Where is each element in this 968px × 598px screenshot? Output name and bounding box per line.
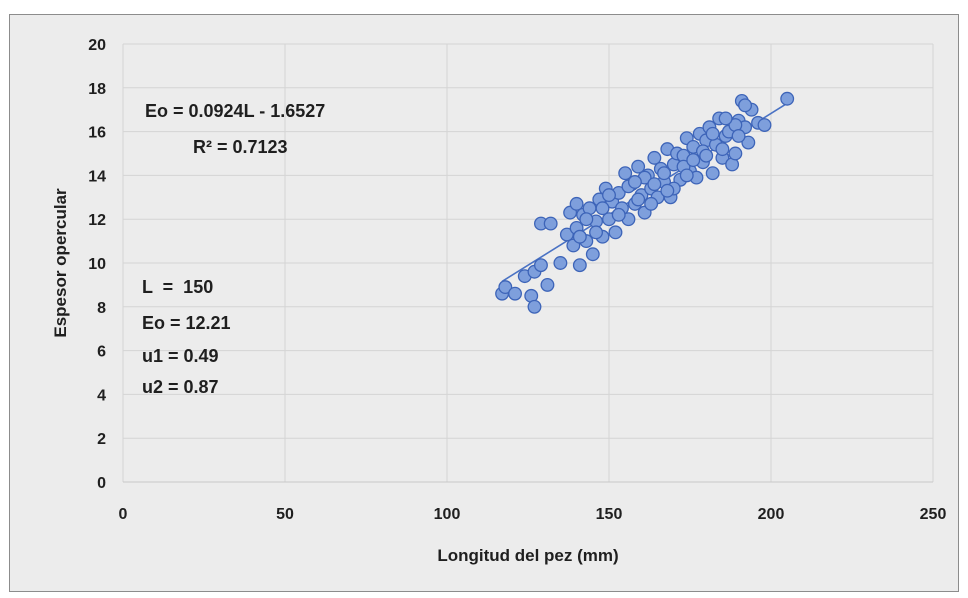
data-point [559, 227, 574, 242]
data-point [572, 258, 587, 273]
data-point [608, 225, 623, 240]
data-point [631, 192, 646, 207]
data-point [686, 153, 701, 168]
data-point [631, 159, 646, 174]
r-squared-label: R² = 0.7123 [193, 137, 288, 157]
data-point [644, 196, 659, 211]
data-point [647, 150, 662, 165]
x-tick-label: 100 [434, 506, 461, 523]
y-tick-label: 18 [88, 81, 106, 98]
data-point [602, 188, 616, 203]
y-tick-label: 2 [97, 431, 106, 448]
data-point [540, 277, 555, 292]
y-tick-label: 10 [88, 256, 106, 273]
data-point [627, 175, 642, 189]
x-tick-label: 50 [276, 506, 294, 523]
annotation-length: L = 150 [142, 277, 213, 297]
data-point [715, 142, 730, 157]
annotation-u1: u1 = 0.49 [142, 346, 219, 366]
data-point [699, 148, 714, 163]
data-point [731, 129, 746, 143]
y-tick-label: 6 [97, 344, 106, 361]
data-point [718, 111, 733, 126]
data-point [705, 166, 720, 181]
data-point [780, 91, 795, 106]
data-point [585, 247, 600, 262]
data-point [595, 201, 610, 216]
data-point [508, 286, 522, 301]
data-point [660, 183, 675, 198]
y-tick-label: 0 [97, 475, 106, 492]
data-point [738, 98, 753, 113]
gridlines [122, 43, 934, 482]
y-axis-title: Espesor opercular [51, 188, 70, 338]
x-tick-label: 150 [596, 506, 623, 523]
x-tick-label: 200 [758, 506, 785, 523]
y-tick-label: 20 [88, 37, 106, 54]
data-point [757, 118, 772, 132]
data-point [741, 135, 756, 150]
data-point [647, 177, 662, 192]
data-point [543, 216, 558, 231]
annotation-u2: u2 = 0.87 [142, 377, 219, 397]
data-point [527, 299, 542, 314]
data-point [534, 258, 548, 273]
data-point [589, 225, 603, 240]
y-tick-label: 12 [88, 212, 106, 229]
data-point [618, 166, 633, 181]
y-tick-label: 8 [97, 300, 106, 317]
y-tick-label: 14 [88, 168, 106, 185]
chart-frame [9, 14, 959, 592]
y-tick-label: 4 [97, 387, 106, 404]
data-point [728, 146, 743, 161]
data-points [495, 91, 795, 314]
data-point [611, 207, 626, 222]
data-point [579, 212, 594, 227]
data-point [553, 256, 568, 270]
data-point [569, 196, 584, 211]
x-tick-label: 0 [119, 506, 128, 523]
data-point [572, 229, 587, 244]
data-point [705, 126, 720, 141]
data-point [498, 280, 513, 295]
x-tick-label: 250 [920, 506, 947, 523]
trendline-equation: Eo = 0.0924L - 1.6527 [145, 101, 325, 121]
data-point [657, 166, 672, 181]
y-tick-label: 16 [88, 125, 106, 142]
x-axis-title: Longitud del pez (mm) [437, 546, 618, 565]
data-point [679, 168, 694, 183]
annotation-eo: Eo = 12.21 [142, 313, 231, 333]
